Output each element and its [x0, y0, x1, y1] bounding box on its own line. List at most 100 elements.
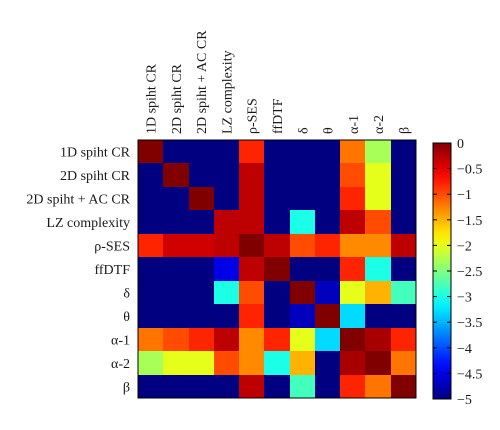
- heatmap-cell: [315, 234, 340, 257]
- heatmap-cell: [315, 257, 340, 281]
- heatmap-cell: [189, 210, 214, 234]
- heatmap-cell: [340, 328, 365, 351]
- heatmap-cell: [264, 351, 290, 375]
- heatmap-cell: [264, 187, 290, 210]
- heatmap-cell: [239, 304, 264, 328]
- heatmap-cell: [340, 210, 365, 234]
- heatmap-cell: [315, 163, 340, 187]
- heatmap-cell: [189, 163, 214, 187]
- heatmap-cell: [340, 281, 365, 304]
- heatmap-cell: [264, 163, 290, 187]
- heatmap-cell: [340, 375, 365, 398]
- heatmap-cell: [264, 328, 290, 351]
- heatmap-cell: [264, 257, 290, 281]
- row-label: ffDTF: [94, 263, 130, 278]
- heatmap-cell: [391, 140, 416, 163]
- heatmap-cell: [214, 163, 239, 187]
- heatmap-cell: [163, 351, 189, 375]
- row-label: 2D spiht CR: [60, 169, 131, 184]
- row-label: θ: [123, 310, 130, 325]
- heatmap-cell: [163, 163, 189, 187]
- colorbar-tick-label: −3.5: [457, 316, 482, 331]
- heatmap-cell: [365, 351, 391, 375]
- heatmap-cell: [138, 210, 163, 234]
- heatmap-cell: [138, 163, 163, 187]
- heatmap-cell: [239, 281, 264, 304]
- heatmap-frame: [137, 139, 417, 399]
- heatmap-cell: [365, 304, 391, 328]
- heatmap-cell: [264, 140, 290, 163]
- heatmap-cell: [214, 257, 239, 281]
- heatmap-cell: [391, 304, 416, 328]
- heatmap-cell: [138, 257, 163, 281]
- heatmap-cell: [189, 351, 214, 375]
- heatmap-cell: [163, 234, 189, 257]
- heatmap-cell: [163, 304, 189, 328]
- heatmap-cell: [365, 140, 391, 163]
- heatmap-cell: [214, 328, 239, 351]
- heatmap-cell: [391, 257, 416, 281]
- column-label: ffDTF: [271, 98, 286, 134]
- heatmap-cell: [239, 351, 264, 375]
- heatmap-cell: [340, 140, 365, 163]
- heatmap-cell: [391, 163, 416, 187]
- colorbar-tick-label: −2.5: [457, 265, 482, 280]
- heatmap-cell: [391, 234, 416, 257]
- heatmap-cell: [290, 375, 315, 398]
- row-label: ρ-SES: [94, 240, 130, 255]
- column-label: β: [397, 127, 412, 134]
- heatmap-cell: [138, 187, 163, 210]
- heatmap-cell: [239, 375, 264, 398]
- heatmap-cell: [290, 187, 315, 210]
- heatmap-cell: [189, 328, 214, 351]
- heatmap-cell: [189, 304, 214, 328]
- heatmap-cell: [163, 210, 189, 234]
- heatmap-cell: [264, 375, 290, 398]
- heatmap-cell: [189, 375, 214, 398]
- heatmap-cell: [365, 163, 391, 187]
- column-label: 1D spiht CR: [145, 63, 160, 134]
- heatmap-cell: [138, 375, 163, 398]
- heatmap-cell: [214, 210, 239, 234]
- column-label: LZ complexity: [220, 50, 235, 134]
- heatmap-cell: [365, 187, 391, 210]
- row-label: 2D spiht + AC CR: [26, 193, 130, 208]
- heatmap-cell: [189, 281, 214, 304]
- heatmap-cell: [138, 328, 163, 351]
- heatmap-cell: [290, 234, 315, 257]
- heatmap-cell: [340, 187, 365, 210]
- heatmap-cell: [365, 375, 391, 398]
- heatmap-cell: [315, 351, 340, 375]
- heatmap-cell: [340, 351, 365, 375]
- heatmap-cell: [264, 210, 290, 234]
- heatmap-cell: [315, 328, 340, 351]
- heatmap-cell: [315, 304, 340, 328]
- heatmap-cell: [214, 375, 239, 398]
- heatmap-cell: [189, 187, 214, 210]
- row-label: 1D spiht CR: [60, 146, 131, 161]
- heatmap-cell: [264, 304, 290, 328]
- column-label: 2D spiht CR: [170, 63, 185, 134]
- heatmap-cell: [391, 351, 416, 375]
- heatmap-cell: [340, 234, 365, 257]
- heatmap-cell: [214, 187, 239, 210]
- heatmap-cell: [340, 257, 365, 281]
- heatmap-cell: [239, 140, 264, 163]
- heatmap-cell: [391, 210, 416, 234]
- heatmap-cell: [290, 210, 315, 234]
- colorbar-tick-label: −2: [457, 239, 472, 254]
- colorbar-tick-label: −1.5: [457, 214, 482, 229]
- heatmap-cell: [214, 234, 239, 257]
- heatmap-cell: [239, 328, 264, 351]
- heatmap-cell: [315, 140, 340, 163]
- row-label: α-2: [111, 357, 130, 372]
- heatmap-cell: [315, 187, 340, 210]
- heatmap-cell: [239, 187, 264, 210]
- heatmap-cells: [138, 140, 416, 398]
- row-label: LZ complexity: [46, 216, 130, 231]
- heatmap-cell: [138, 304, 163, 328]
- heatmap-cell: [391, 375, 416, 398]
- column-label: α-1: [347, 115, 362, 134]
- colorbar-tick-label: −1: [457, 188, 472, 203]
